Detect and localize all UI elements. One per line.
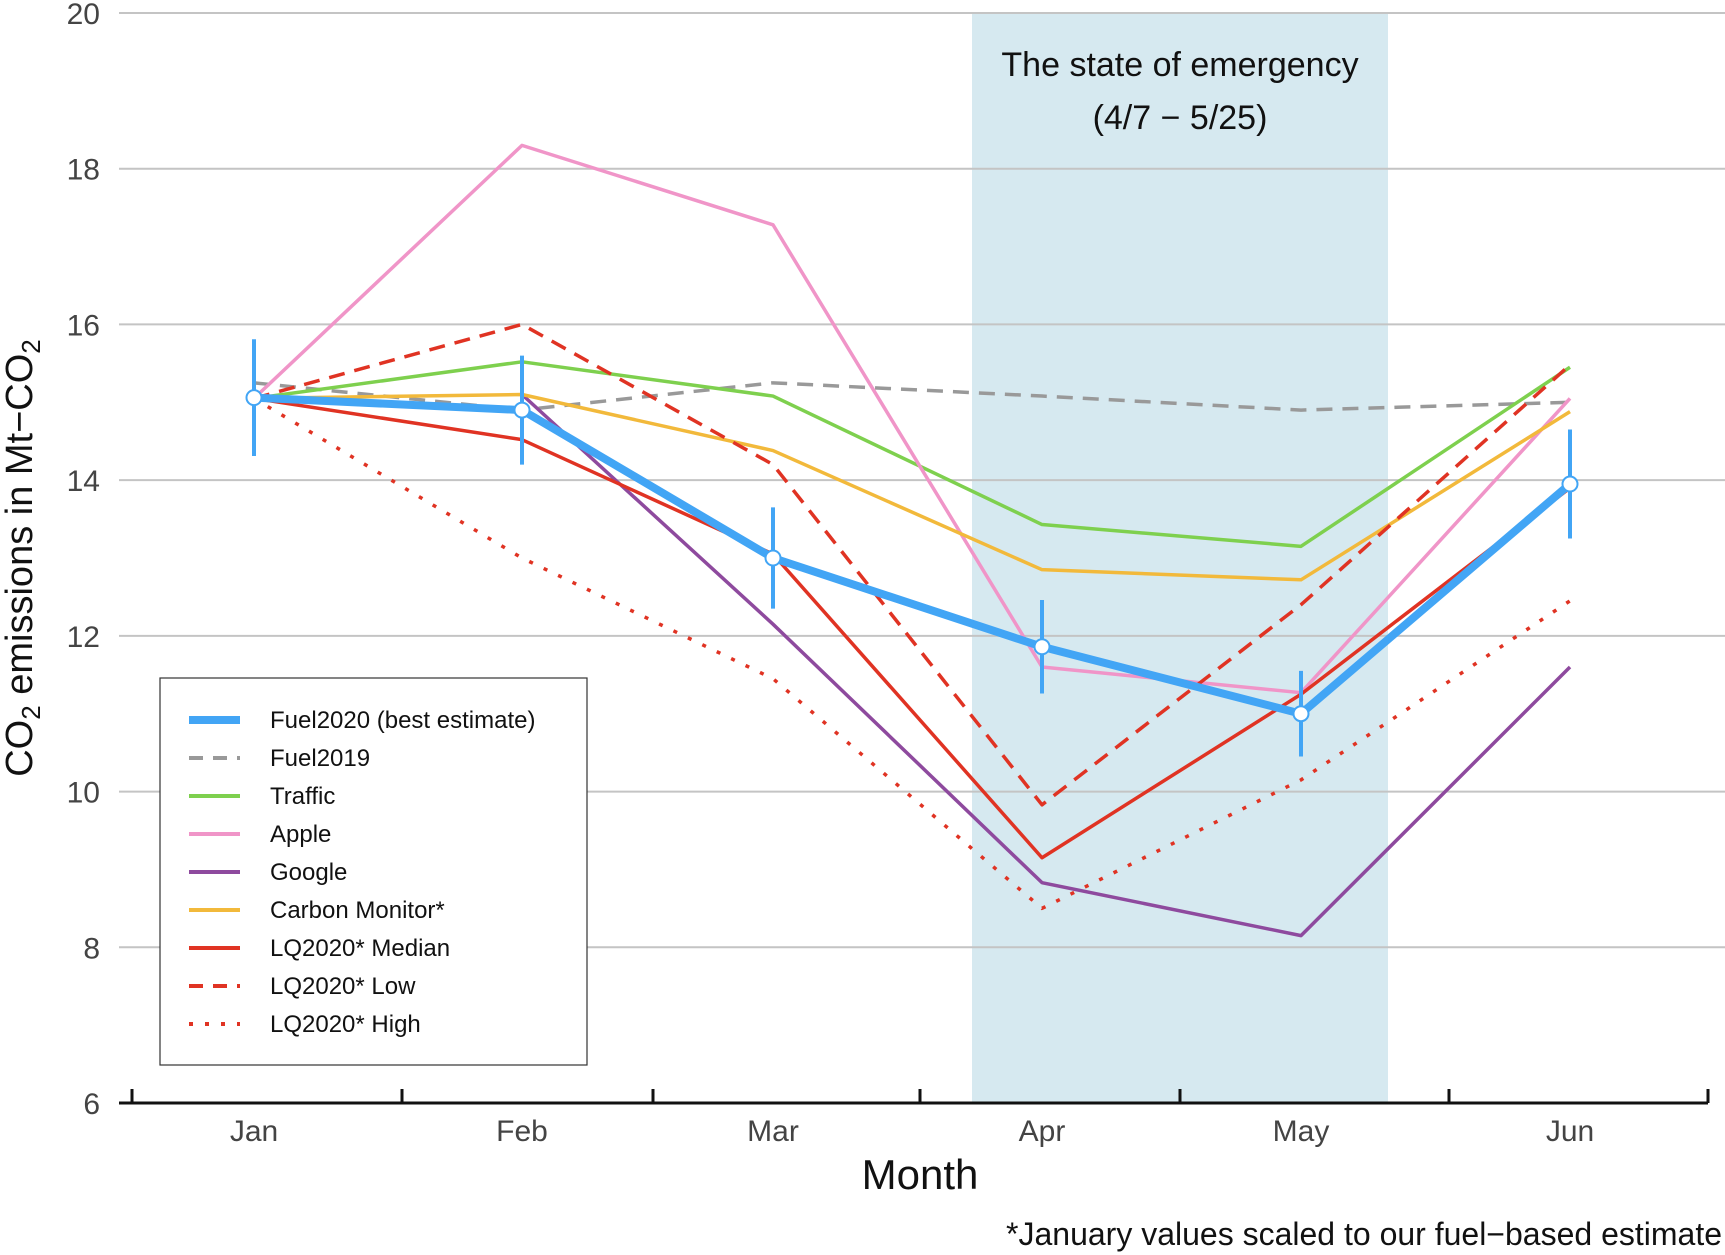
- legend-label: Fuel2019: [270, 745, 370, 772]
- legend-label: Carbon Monitor*: [270, 897, 445, 924]
- footnote: *January values scaled to our fuel−based…: [1006, 1216, 1722, 1252]
- series-fuel2019: [253, 381, 1571, 412]
- x-tick-label: Feb: [496, 1115, 548, 1148]
- series-traffic: [253, 360, 1571, 549]
- data-point: [1561, 475, 1579, 493]
- series-line: [253, 392, 1571, 582]
- series-line: [253, 396, 1571, 911]
- x-tick-label: Jan: [230, 1115, 278, 1148]
- legend: Fuel2020 (best estimate) Fuel2019 Traffic A…: [159, 677, 588, 1066]
- series-line: [253, 393, 1573, 718]
- x-ticks: Jan Feb Mar Apr May Jun: [130, 1089, 1710, 1148]
- annotation-line2: (4/7 − 5/25): [1093, 99, 1268, 137]
- legend-label: Apple: [270, 821, 331, 848]
- legend-label: Google: [270, 859, 347, 886]
- legend-label: LQ2020* Median: [270, 935, 450, 962]
- legend-label: LQ2020* Low: [270, 973, 416, 1000]
- y-tick-label: 12: [67, 621, 100, 654]
- y-tick-label: 20: [67, 0, 100, 31]
- y-tick-label: 14: [67, 465, 100, 498]
- series-line: [253, 381, 1571, 412]
- x-tick-label: Apr: [1019, 1115, 1066, 1148]
- legend-label: Fuel2020 (best estimate): [270, 707, 535, 734]
- y-tick-label: 18: [67, 154, 100, 187]
- legend-label: LQ2020* High: [270, 1011, 421, 1038]
- series-fuel2020-best-estimate-: [245, 339, 1579, 757]
- series-lq2020-median: [253, 396, 1572, 860]
- series-apple: [252, 143, 1572, 695]
- y-tick-label: 10: [67, 777, 100, 810]
- data-point: [764, 549, 782, 567]
- y-tick-label: 8: [83, 932, 100, 965]
- data-point: [245, 389, 263, 407]
- y-tick-labels: 6 8 10 12 14 16 18 20: [67, 0, 100, 1121]
- series-lq2020-high: [253, 396, 1571, 911]
- y-tick-label: 16: [67, 309, 100, 342]
- x-axis-title: Month: [862, 1151, 979, 1198]
- x-tick-label: Mar: [747, 1115, 799, 1148]
- y-tick-label: 6: [83, 1088, 100, 1121]
- annotation-line1: The state of emergency: [1001, 46, 1358, 84]
- series-carbon-monitor-: [253, 392, 1571, 582]
- emergency-shading: [972, 13, 1388, 1103]
- series-line: [252, 143, 1572, 695]
- data-point: [513, 401, 531, 419]
- series-lq2020-low: [253, 322, 1572, 807]
- series-line: [520, 393, 1572, 938]
- data-point: [1033, 638, 1051, 656]
- series-line: [253, 396, 1572, 860]
- series-google: [520, 393, 1572, 938]
- series-line: [253, 360, 1571, 549]
- data-point: [1292, 705, 1310, 723]
- legend-label: Traffic: [270, 783, 335, 810]
- x-tick-label: Jun: [1546, 1115, 1594, 1148]
- series-lines: [245, 143, 1579, 938]
- y-axis-title: CO2 emissions in Mt−CO2: [0, 339, 46, 777]
- x-tick-label: May: [1273, 1115, 1330, 1148]
- series-line: [253, 322, 1572, 807]
